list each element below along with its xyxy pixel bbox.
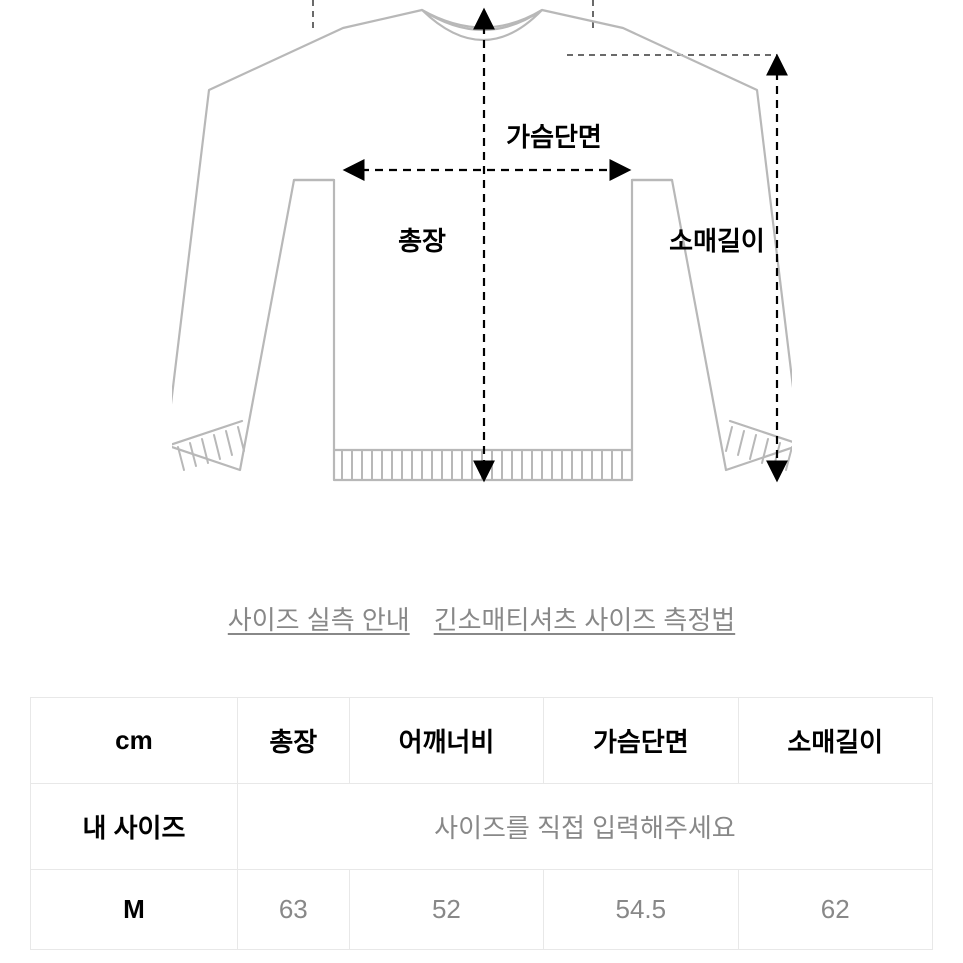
val-sleeve: 62: [738, 870, 932, 950]
size-label-m: M: [31, 870, 238, 950]
size-guide-link[interactable]: 사이즈 실측 안내: [228, 600, 410, 637]
size-guide-container: 가슴단면 총장 소매길이 사이즈 실측 안내 긴소매티셔츠 사이즈 측정법 cm…: [0, 0, 963, 963]
size-table: cm 총장 어깨너비 가슴단면 소매길이 내 사이즈 사이즈를 직접 입력해주세…: [30, 697, 933, 950]
label-sleeve: 소매길이: [669, 226, 765, 256]
my-size-row[interactable]: 내 사이즈 사이즈를 직접 입력해주세요: [31, 784, 933, 870]
label-length: 총장: [398, 226, 446, 256]
col-shoulder: 어깨너비: [349, 698, 543, 784]
col-unit: cm: [31, 698, 238, 784]
col-length: 총장: [237, 698, 349, 784]
col-sleeve: 소매길이: [738, 698, 932, 784]
val-length: 63: [237, 870, 349, 950]
col-chest: 가슴단면: [544, 698, 738, 784]
garment-diagram: 가슴단면 총장 소매길이: [30, 0, 933, 560]
label-chest: 가슴단면: [506, 122, 602, 152]
my-size-placeholder[interactable]: 사이즈를 직접 입력해주세요: [237, 784, 932, 870]
my-size-label: 내 사이즈: [31, 784, 238, 870]
table-row[interactable]: M 63 52 54.5 62: [31, 870, 933, 950]
val-shoulder: 52: [349, 870, 543, 950]
info-links-row: 사이즈 실측 안내 긴소매티셔츠 사이즈 측정법: [228, 600, 735, 637]
sweatshirt-svg: 가슴단면 총장 소매길이: [172, 0, 792, 520]
how-to-measure-link[interactable]: 긴소매티셔츠 사이즈 측정법: [434, 600, 736, 637]
val-chest: 54.5: [544, 870, 738, 950]
table-header-row: cm 총장 어깨너비 가슴단면 소매길이: [31, 698, 933, 784]
